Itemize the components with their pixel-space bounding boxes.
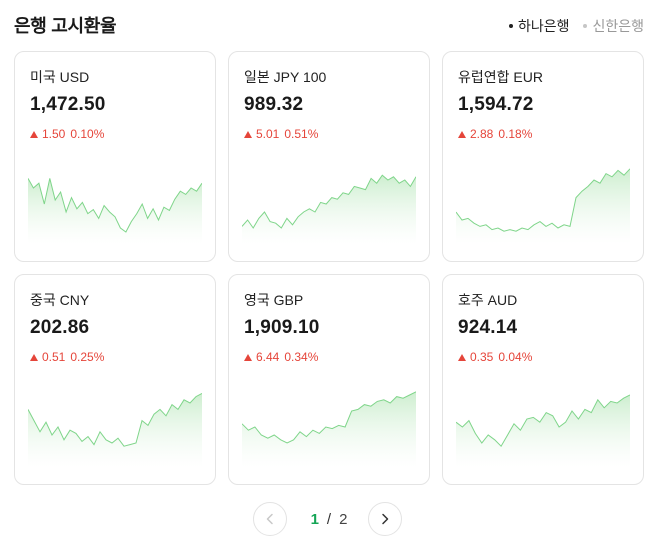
change-amount: 5.01 xyxy=(256,127,280,141)
up-arrow-icon xyxy=(458,353,466,361)
sparkline-line xyxy=(456,394,630,448)
up-arrow-icon xyxy=(244,130,252,138)
chevron-left-icon xyxy=(266,513,273,525)
sparkline-line xyxy=(242,174,416,229)
page-indicator: 1 / 2 xyxy=(295,502,363,536)
sparkline-chart xyxy=(456,394,630,467)
page-title: 은행 고시환율 xyxy=(14,16,117,36)
sparkline-line xyxy=(28,178,202,233)
header: 은행 고시환율 하나은행 신한은행 xyxy=(14,13,644,39)
total-pages: 2 xyxy=(339,510,348,528)
change-percent: 0.04% xyxy=(498,350,533,364)
sparkline-chart xyxy=(242,391,416,467)
next-page-button[interactable] xyxy=(368,502,402,536)
up-arrow-icon xyxy=(244,353,252,361)
change-percent: 0.25% xyxy=(70,350,105,364)
currency-name: 일본 JPY 100 xyxy=(244,69,327,85)
bank-tab-label: 신한은행 xyxy=(592,18,644,34)
chevron-right-icon xyxy=(382,513,389,525)
exchange-rate: 924.14 xyxy=(458,317,518,338)
rate-change: 1.50 0.10% xyxy=(30,127,104,141)
up-arrow-icon xyxy=(30,130,38,138)
change-amount: 2.88 xyxy=(470,127,494,141)
bank-tab-label: 하나은행 xyxy=(517,18,570,34)
sparkline-area xyxy=(456,168,630,244)
currency-card-usd[interactable]: 미국 USD 1,472.50 1.50 0.10% xyxy=(14,51,216,262)
change-amount: 0.35 xyxy=(470,350,494,364)
rate-change: 0.35 0.04% xyxy=(458,350,532,364)
exchange-rate: 1,594.72 xyxy=(458,94,534,115)
sparkline-area xyxy=(456,395,630,467)
rate-change: 0.51 0.25% xyxy=(30,350,104,364)
currency-name: 호주 AUD xyxy=(458,292,518,308)
prev-page-button[interactable] xyxy=(253,502,287,536)
up-arrow-icon xyxy=(30,353,38,361)
up-arrow-icon xyxy=(458,130,466,138)
rate-change: 5.01 0.51% xyxy=(244,127,318,141)
sparkline-area xyxy=(242,391,416,467)
bank-tab-shinhan[interactable]: 신한은행 xyxy=(583,16,644,36)
currency-name: 유럽연합 EUR xyxy=(458,69,543,85)
change-amount: 6.44 xyxy=(256,350,280,364)
sparkline-chart xyxy=(456,168,630,244)
currency-card-jpy[interactable]: 일본 JPY 100 989.32 5.01 0.51% xyxy=(228,51,430,262)
sparkline-line xyxy=(242,391,416,444)
sparkline-area xyxy=(242,175,416,244)
rate-change: 2.88 0.18% xyxy=(458,127,532,141)
currency-name: 중국 CNY xyxy=(30,292,90,308)
sparkline-line xyxy=(28,392,202,447)
sparkline-area xyxy=(28,393,202,467)
change-percent: 0.51% xyxy=(284,127,319,141)
change-percent: 0.10% xyxy=(70,127,105,141)
sparkline-chart xyxy=(28,392,202,467)
current-page: 1 xyxy=(310,510,319,528)
change-amount: 0.51 xyxy=(42,350,66,364)
currency-name: 영국 GBP xyxy=(244,292,304,308)
currency-name: 미국 USD xyxy=(30,69,90,85)
sparkline-line xyxy=(456,168,630,232)
currency-card-cny[interactable]: 중국 CNY 202.86 0.51 0.25% xyxy=(14,274,216,485)
currency-card-eur[interactable]: 유럽연합 EUR 1,594.72 2.88 0.18% xyxy=(442,51,644,262)
sparkline-area xyxy=(28,178,202,244)
sparkline-chart xyxy=(28,178,202,244)
page-separator: / xyxy=(326,510,332,528)
bank-tabs: 하나은행 신한은행 xyxy=(495,13,644,39)
sparkline-chart xyxy=(242,174,416,244)
currency-card-gbp[interactable]: 영국 GBP 1,909.10 6.44 0.34% xyxy=(228,274,430,485)
currency-card-aud[interactable]: 호주 AUD 924.14 0.35 0.04% xyxy=(442,274,644,485)
exchange-rate: 1,909.10 xyxy=(244,317,320,338)
exchange-rate: 989.32 xyxy=(244,94,304,115)
exchange-rate: 202.86 xyxy=(30,317,90,338)
bank-tab-hana[interactable]: 하나은행 xyxy=(508,16,570,36)
change-percent: 0.18% xyxy=(498,127,533,141)
exchange-rate: 1,472.50 xyxy=(30,94,106,115)
change-amount: 1.50 xyxy=(42,127,66,141)
rate-change: 6.44 0.34% xyxy=(244,350,318,364)
bullet-dot-icon xyxy=(508,24,513,28)
bullet-dot-icon xyxy=(583,24,588,28)
pagination: 1 / 2 xyxy=(253,502,405,536)
change-percent: 0.34% xyxy=(284,350,319,364)
